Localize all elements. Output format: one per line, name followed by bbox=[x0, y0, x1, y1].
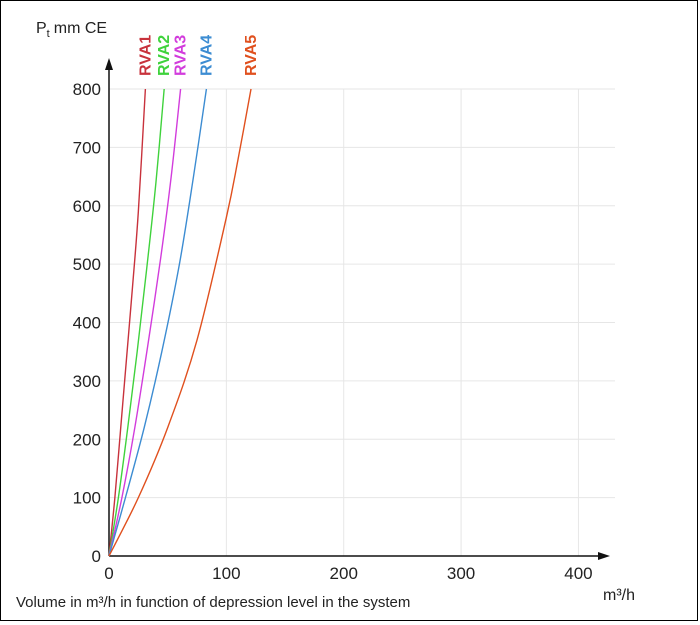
series-line-rva1 bbox=[108, 88, 147, 557]
y-tick-label: 300 bbox=[73, 372, 101, 391]
series-labels: RVA1 RVA2 RVA3 RVA4 RVA5 bbox=[137, 35, 260, 76]
tick-labels: 0 100 200 300 400 500 600 700 800 0 100 200 300 400 bbox=[73, 80, 593, 583]
grid bbox=[109, 88, 615, 556]
y-tick-label: 200 bbox=[73, 430, 101, 449]
y-axis-arrow bbox=[105, 58, 113, 70]
series-line-rva5 bbox=[108, 88, 252, 557]
series-lines bbox=[108, 88, 252, 557]
y-tick-label: 600 bbox=[73, 197, 101, 216]
series-label-rva1: RVA1 bbox=[137, 35, 154, 76]
x-axis-arrow bbox=[598, 552, 610, 560]
y-tick-label: 400 bbox=[73, 314, 101, 333]
x-tick-label: 100 bbox=[212, 564, 240, 583]
series-line-rva4 bbox=[108, 88, 208, 557]
chart-caption: Volume in m³/h in function of depression… bbox=[16, 594, 410, 611]
series-label-rva4: RVA4 bbox=[198, 35, 215, 76]
x-tick-label: 200 bbox=[330, 564, 358, 583]
y-tick-label: 700 bbox=[73, 138, 101, 157]
y-tick-label: 100 bbox=[73, 489, 101, 508]
series-label-rva5: RVA5 bbox=[243, 35, 260, 76]
x-tick-label: 300 bbox=[447, 564, 475, 583]
x-tick-label: 0 bbox=[104, 564, 113, 583]
axes bbox=[105, 58, 610, 560]
series-line-rva2 bbox=[108, 88, 165, 557]
y-tick-label: 0 bbox=[92, 547, 101, 566]
x-tick-label: 400 bbox=[564, 564, 592, 583]
series-label-rva3: RVA3 bbox=[173, 35, 190, 76]
series-label-rva2: RVA2 bbox=[156, 35, 173, 76]
y-tick-label: 500 bbox=[73, 255, 101, 274]
y-axis-title: Pt mm CE bbox=[36, 20, 107, 40]
x-axis-title: m³/h bbox=[603, 587, 635, 604]
y-tick-label: 800 bbox=[73, 80, 101, 99]
series-line-rva3 bbox=[108, 88, 182, 557]
